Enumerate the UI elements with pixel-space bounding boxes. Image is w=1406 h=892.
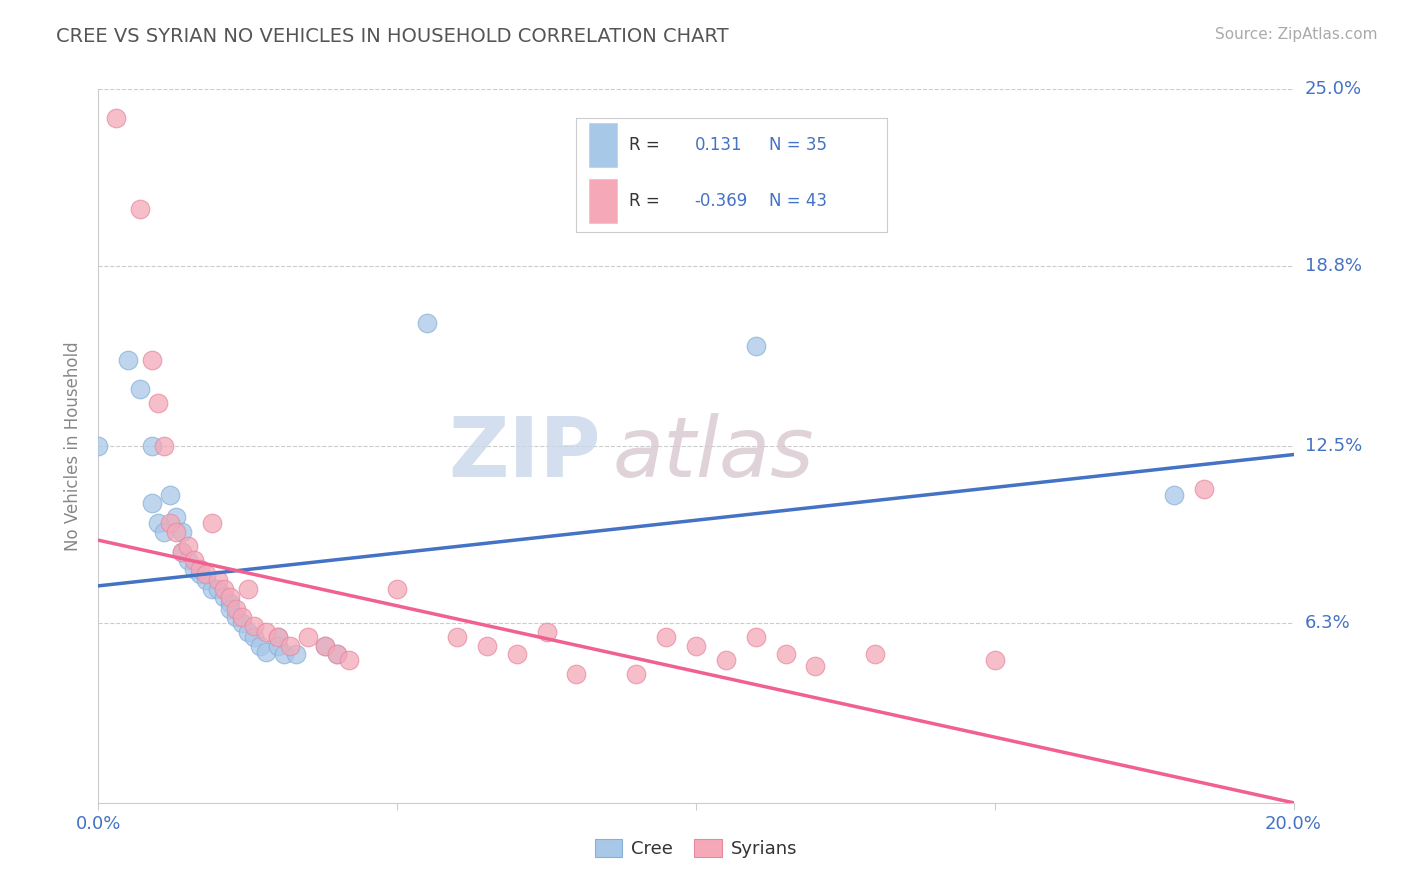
Point: [177, 553, 200, 567]
Point: [219, 601, 242, 615]
Point: [153, 524, 176, 539]
Point: [141, 496, 163, 510]
Point: [984, 653, 1007, 667]
Point: [165, 510, 187, 524]
Point: [315, 639, 337, 653]
Point: [326, 648, 349, 662]
Point: [475, 639, 498, 653]
Point: [236, 582, 259, 596]
Point: [267, 639, 290, 653]
Point: [446, 630, 468, 644]
Point: [225, 601, 247, 615]
Point: [159, 516, 181, 530]
Point: [212, 582, 235, 596]
Point: [284, 648, 307, 662]
Point: [172, 524, 194, 539]
Text: 25.0%: 25.0%: [1305, 80, 1362, 98]
Point: [714, 653, 737, 667]
Point: [1163, 487, 1185, 501]
Point: [804, 658, 827, 673]
Point: [506, 648, 529, 662]
Point: [326, 648, 349, 662]
Point: [207, 582, 229, 596]
Point: [243, 619, 266, 633]
Point: [159, 487, 181, 501]
Point: [273, 648, 295, 662]
Point: [1192, 482, 1215, 496]
Point: [626, 667, 648, 681]
Point: [219, 591, 242, 605]
Point: [195, 573, 218, 587]
Point: [236, 624, 259, 639]
Point: [141, 353, 163, 368]
Point: [745, 339, 768, 353]
Point: [177, 539, 200, 553]
Point: [207, 573, 229, 587]
Point: [775, 648, 797, 662]
Point: [117, 353, 139, 368]
Point: [865, 648, 887, 662]
Point: [385, 582, 409, 596]
Point: [243, 630, 266, 644]
Point: [129, 382, 152, 396]
Point: [183, 553, 205, 567]
Point: [315, 639, 337, 653]
Point: [655, 630, 678, 644]
Point: [565, 667, 588, 681]
Point: [188, 562, 211, 576]
Text: CREE VS SYRIAN NO VEHICLES IN HOUSEHOLD CORRELATION CHART: CREE VS SYRIAN NO VEHICLES IN HOUSEHOLD …: [56, 27, 728, 45]
Point: [231, 615, 253, 630]
Point: [254, 644, 277, 658]
Point: [685, 639, 707, 653]
Point: [231, 610, 253, 624]
Point: [278, 639, 301, 653]
Y-axis label: No Vehicles in Household: No Vehicles in Household: [65, 341, 83, 551]
Point: [183, 562, 205, 576]
Point: [745, 630, 768, 644]
Point: [416, 316, 439, 330]
Point: [249, 639, 271, 653]
Text: atlas: atlas: [613, 413, 814, 493]
Point: [219, 596, 242, 610]
Point: [172, 544, 194, 558]
Point: [339, 653, 361, 667]
Point: [201, 582, 224, 596]
Point: [254, 624, 277, 639]
Point: [195, 567, 218, 582]
Point: [536, 624, 558, 639]
Point: [165, 524, 187, 539]
Point: [212, 591, 235, 605]
Point: [188, 567, 211, 582]
Text: 12.5%: 12.5%: [1305, 437, 1362, 455]
Point: [267, 630, 290, 644]
Legend: Cree, Syrians: Cree, Syrians: [588, 831, 804, 865]
Point: [148, 396, 170, 410]
Point: [201, 516, 224, 530]
Point: [87, 439, 110, 453]
Text: ZIP: ZIP: [449, 413, 600, 493]
Point: [297, 630, 319, 644]
Point: [267, 630, 290, 644]
Point: [172, 544, 194, 558]
Point: [105, 111, 128, 125]
Point: [225, 610, 247, 624]
Text: Source: ZipAtlas.com: Source: ZipAtlas.com: [1215, 27, 1378, 42]
Text: 18.8%: 18.8%: [1305, 257, 1361, 275]
Point: [153, 439, 176, 453]
Text: 6.3%: 6.3%: [1305, 614, 1350, 632]
Point: [129, 202, 152, 216]
Point: [141, 439, 163, 453]
Point: [148, 516, 170, 530]
